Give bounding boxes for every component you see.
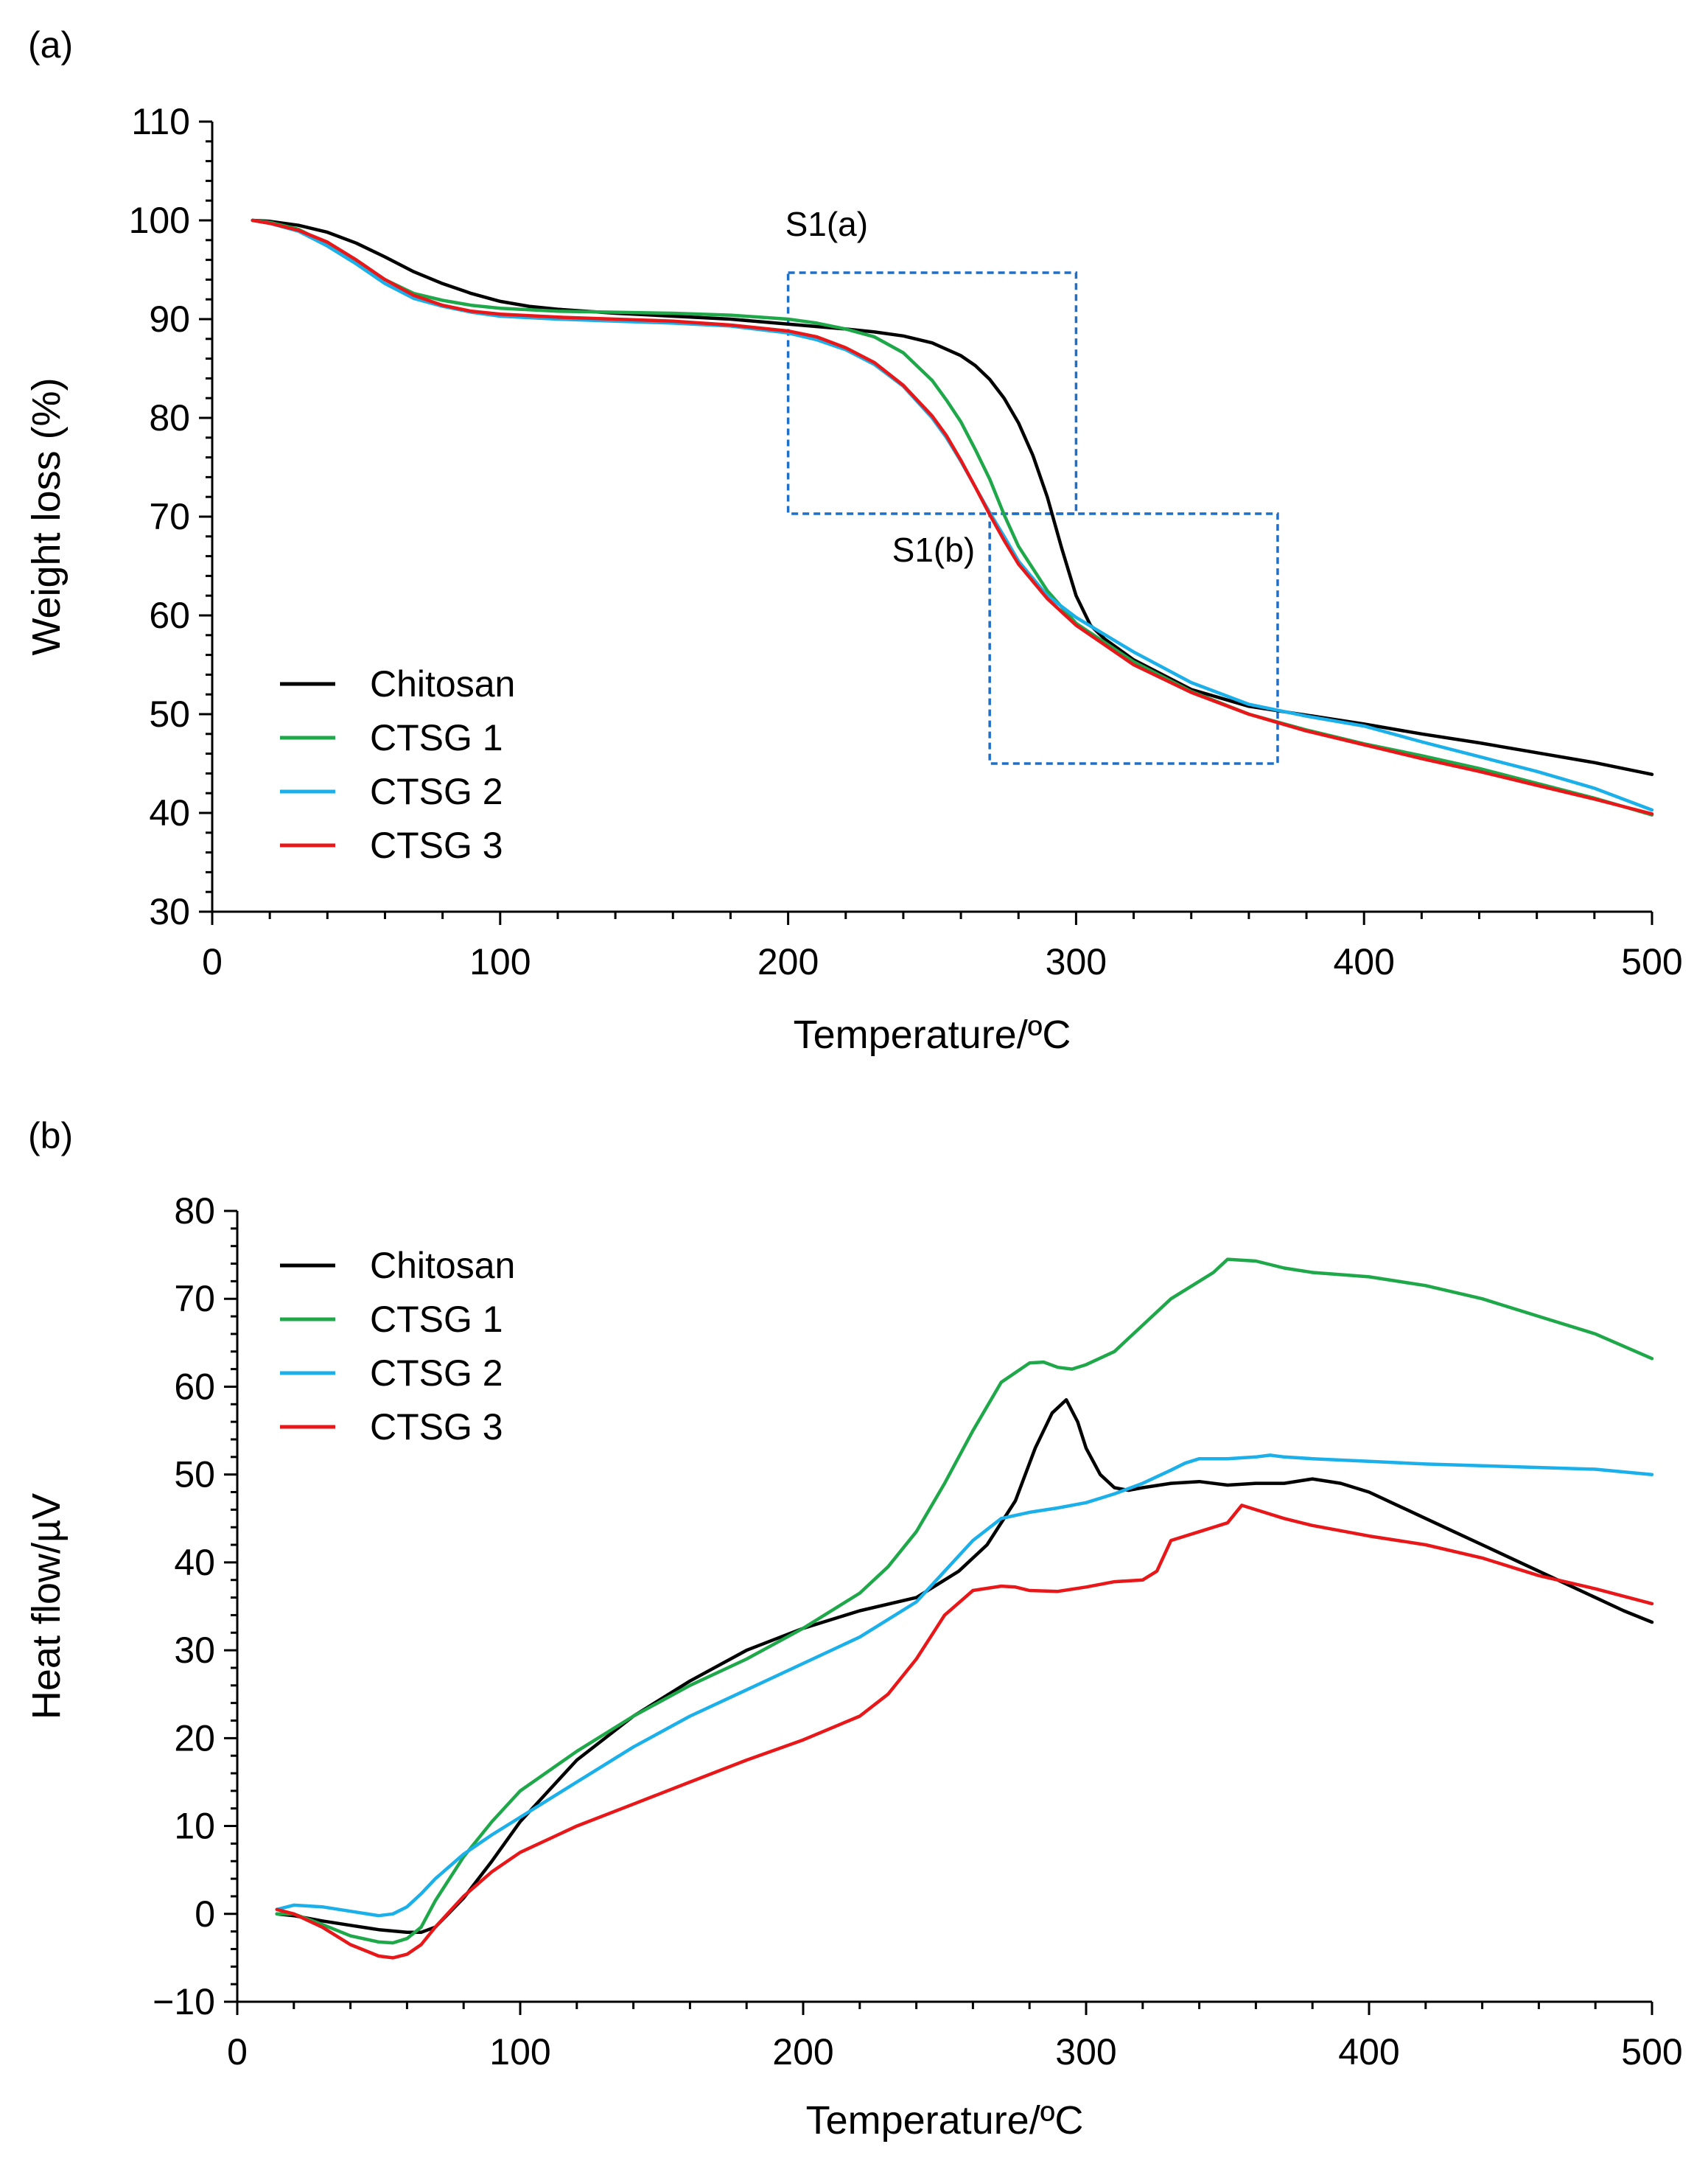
x-tick-label: 400 [1338, 2031, 1399, 2073]
y-tick-label: 10 [174, 1806, 215, 1847]
panel-a-label: (a) [28, 24, 73, 66]
x-tick-label: 200 [772, 2031, 833, 2073]
panel-b-label: (b) [28, 1115, 73, 1156]
legend-label-ctsg-2: CTSG 2 [370, 1352, 503, 1394]
y-tick-label: 60 [149, 595, 190, 636]
annotation-box-s1-a [786, 271, 1078, 515]
legend-label-ctsg-3: CTSG 3 [370, 825, 503, 866]
y-tick-label: 110 [131, 101, 190, 142]
y-tick-label: 50 [149, 694, 190, 735]
y-tick-label: 30 [174, 1630, 215, 1671]
y-tick-label: 80 [149, 397, 190, 439]
legend-label-ctsg-3: CTSG 3 [370, 1406, 503, 1448]
x-tick-label: 0 [227, 2031, 248, 2073]
x-tick-label: 0 [202, 941, 223, 982]
y-tick-label: 40 [149, 792, 190, 834]
y-tick-label: −10 [153, 1981, 215, 2022]
series-line-ctsg-1 [275, 1257, 1654, 1945]
series-line-ctsg-3 [251, 218, 1654, 816]
series-line-chitosan [275, 1398, 1654, 1935]
annotation-label-s1-a: S1(a) [785, 205, 868, 243]
y-tick-label: 40 [174, 1542, 215, 1583]
y-axis-title: Weight loss (%) [24, 377, 69, 655]
x-tick-label: 300 [1055, 2031, 1116, 2073]
legend: Chitosan CTSG 1 CTSG 2 CTSG 3 [280, 663, 515, 866]
legend-label-chitosan: Chitosan [370, 663, 515, 705]
x-tick-label: 300 [1046, 941, 1107, 982]
x-tick-label: 200 [757, 941, 819, 982]
y-tick-label: 0 [195, 1893, 215, 1935]
chart-b-heat-flow: −10 0 10 20 30 40 50 60 70 80 0 100 200 300 400 500 Temp… [24, 1190, 1683, 2143]
y-tick-label: 60 [174, 1366, 215, 1407]
x-axis-title: Temperature/ºC [806, 2098, 1084, 2143]
series-line-ctsg-3 [275, 1504, 1654, 1960]
chart-a-weight-loss: 30 40 50 60 70 80 90 100 110 0 100 200 300 400 500 Temp… [24, 101, 1683, 1057]
x-axis-title: Temperature/ºC [794, 1013, 1071, 1057]
legend: Chitosan CTSG 1 CTSG 2 CTSG 3 [280, 1245, 515, 1448]
y-tick-label: 70 [174, 1278, 215, 1319]
series-line-ctsg-2 [275, 1453, 1654, 1918]
x-tick-label: 400 [1333, 941, 1394, 982]
x-tick-label: 500 [1621, 2031, 1682, 2073]
y-tick-label: 30 [149, 891, 190, 932]
annotation-box-s1-b [988, 512, 1279, 765]
x-tick-label: 100 [489, 2031, 550, 2073]
x-tick-label: 500 [1621, 941, 1682, 982]
y-axis-title: Heat flow/µV [24, 1493, 69, 1719]
annotation-label-s1-b: S1(b) [892, 531, 975, 569]
legend-label-ctsg-1: CTSG 1 [370, 1299, 503, 1340]
y-tick-label: 80 [174, 1190, 215, 1232]
legend-label-ctsg-1: CTSG 1 [370, 717, 503, 758]
legend-label-ctsg-2: CTSG 2 [370, 771, 503, 812]
y-tick-label: 50 [174, 1454, 215, 1495]
y-tick-label: 90 [149, 298, 190, 340]
legend-label-chitosan: Chitosan [370, 1245, 515, 1286]
y-tick-label: 20 [174, 1717, 215, 1759]
x-tick-label: 100 [469, 941, 531, 982]
y-tick-label: 70 [149, 496, 190, 537]
y-tick-label: 100 [129, 200, 190, 241]
